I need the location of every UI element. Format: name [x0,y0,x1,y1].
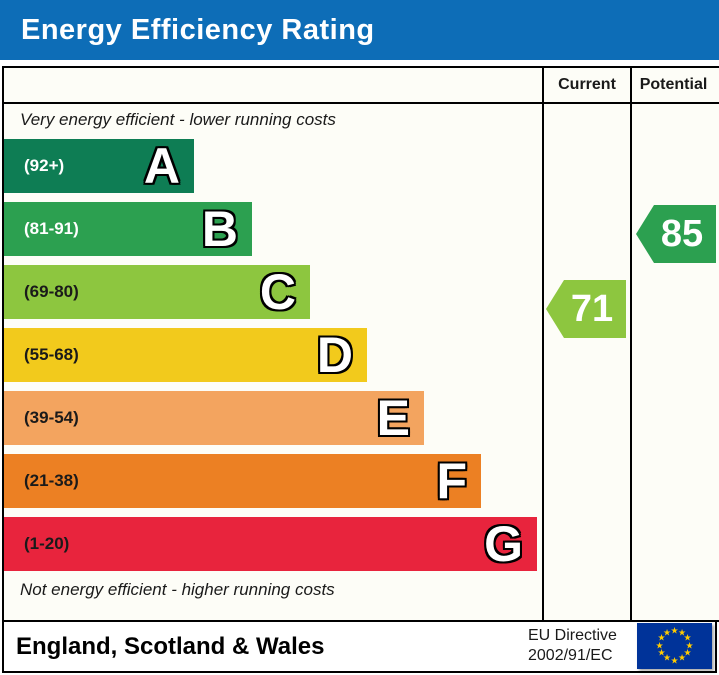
current-rating-arrow: 71 [546,280,626,338]
star-icon: ★ [677,652,687,663]
eu-flag-icon: ★ ★ ★ ★ ★ ★ ★ ★ ★ ★ ★ ★ [637,623,712,669]
band-e: (39-54) E [4,391,424,445]
star-icon: ★ [657,632,666,643]
band-b: (81-91) B [4,202,252,256]
band-letter: G [484,516,523,572]
band-letter: E [376,390,410,446]
band-g: (1-20) G [4,517,537,571]
band-c: (69-80) C [4,265,310,319]
page-title: Energy Efficiency Rating [21,13,375,46]
eu-directive-line1: EU Directive [528,627,617,644]
star-icon: ★ [685,640,694,650]
star-icon: ★ [670,655,679,665]
band-letter: A [143,138,180,194]
eu-directive-line2: 2002/91/EC [528,647,613,664]
band-range-label: (92+) [24,156,65,175]
top-note: Very energy efficient - lower running co… [20,110,336,129]
rating-bands: (92+) A (81-91) B (69-80) C (55-68) D (39-54) E (2… [4,68,719,620]
band-letter: F [436,453,467,509]
column-header-potential: Potential [639,76,708,93]
band-a: (92+) A [4,139,194,193]
band-range-label: (1-20) [24,534,70,553]
band-d: (55-68) D [4,328,367,382]
footer: England, Scotland & Wales EU Directive 2… [2,620,717,673]
star-icon: ★ [683,647,692,658]
current-column-divider [542,68,544,620]
region-label: England, Scotland & Wales [16,632,325,660]
title-bar: Energy Efficiency Rating [0,0,719,60]
band-range-label: (81-91) [24,219,79,238]
rating-markers: 71 85 [4,68,719,620]
band-letter: B [201,201,238,257]
bottom-note: Not energy efficient - higher running co… [20,580,335,599]
potential-column-divider [630,68,632,620]
star-icon: ★ [657,647,666,658]
potential-rating-arrow: 85 [636,205,716,263]
band-range-label: (21-38) [24,471,79,490]
star-icon: ★ [683,632,692,643]
band-range-label: (69-80) [24,282,79,301]
star-icon: ★ [662,652,672,663]
band-f: (21-38) F [4,454,481,508]
star-icon: ★ [662,627,672,637]
band-range-label: (39-54) [24,408,79,427]
column-header-current: Current [558,76,616,93]
band-range-label: (55-68) [24,345,79,364]
star-icon: ★ [677,627,687,637]
star-icon: ★ [670,625,679,635]
star-icon: ★ [655,640,664,650]
rating-table: Current Potential Very energy efficient … [2,66,719,622]
header-divider [4,102,719,104]
eu-directive-text: EU Directive 2002/91/EC [528,626,617,666]
band-letter: C [259,264,296,320]
band-letter: D [316,327,353,383]
